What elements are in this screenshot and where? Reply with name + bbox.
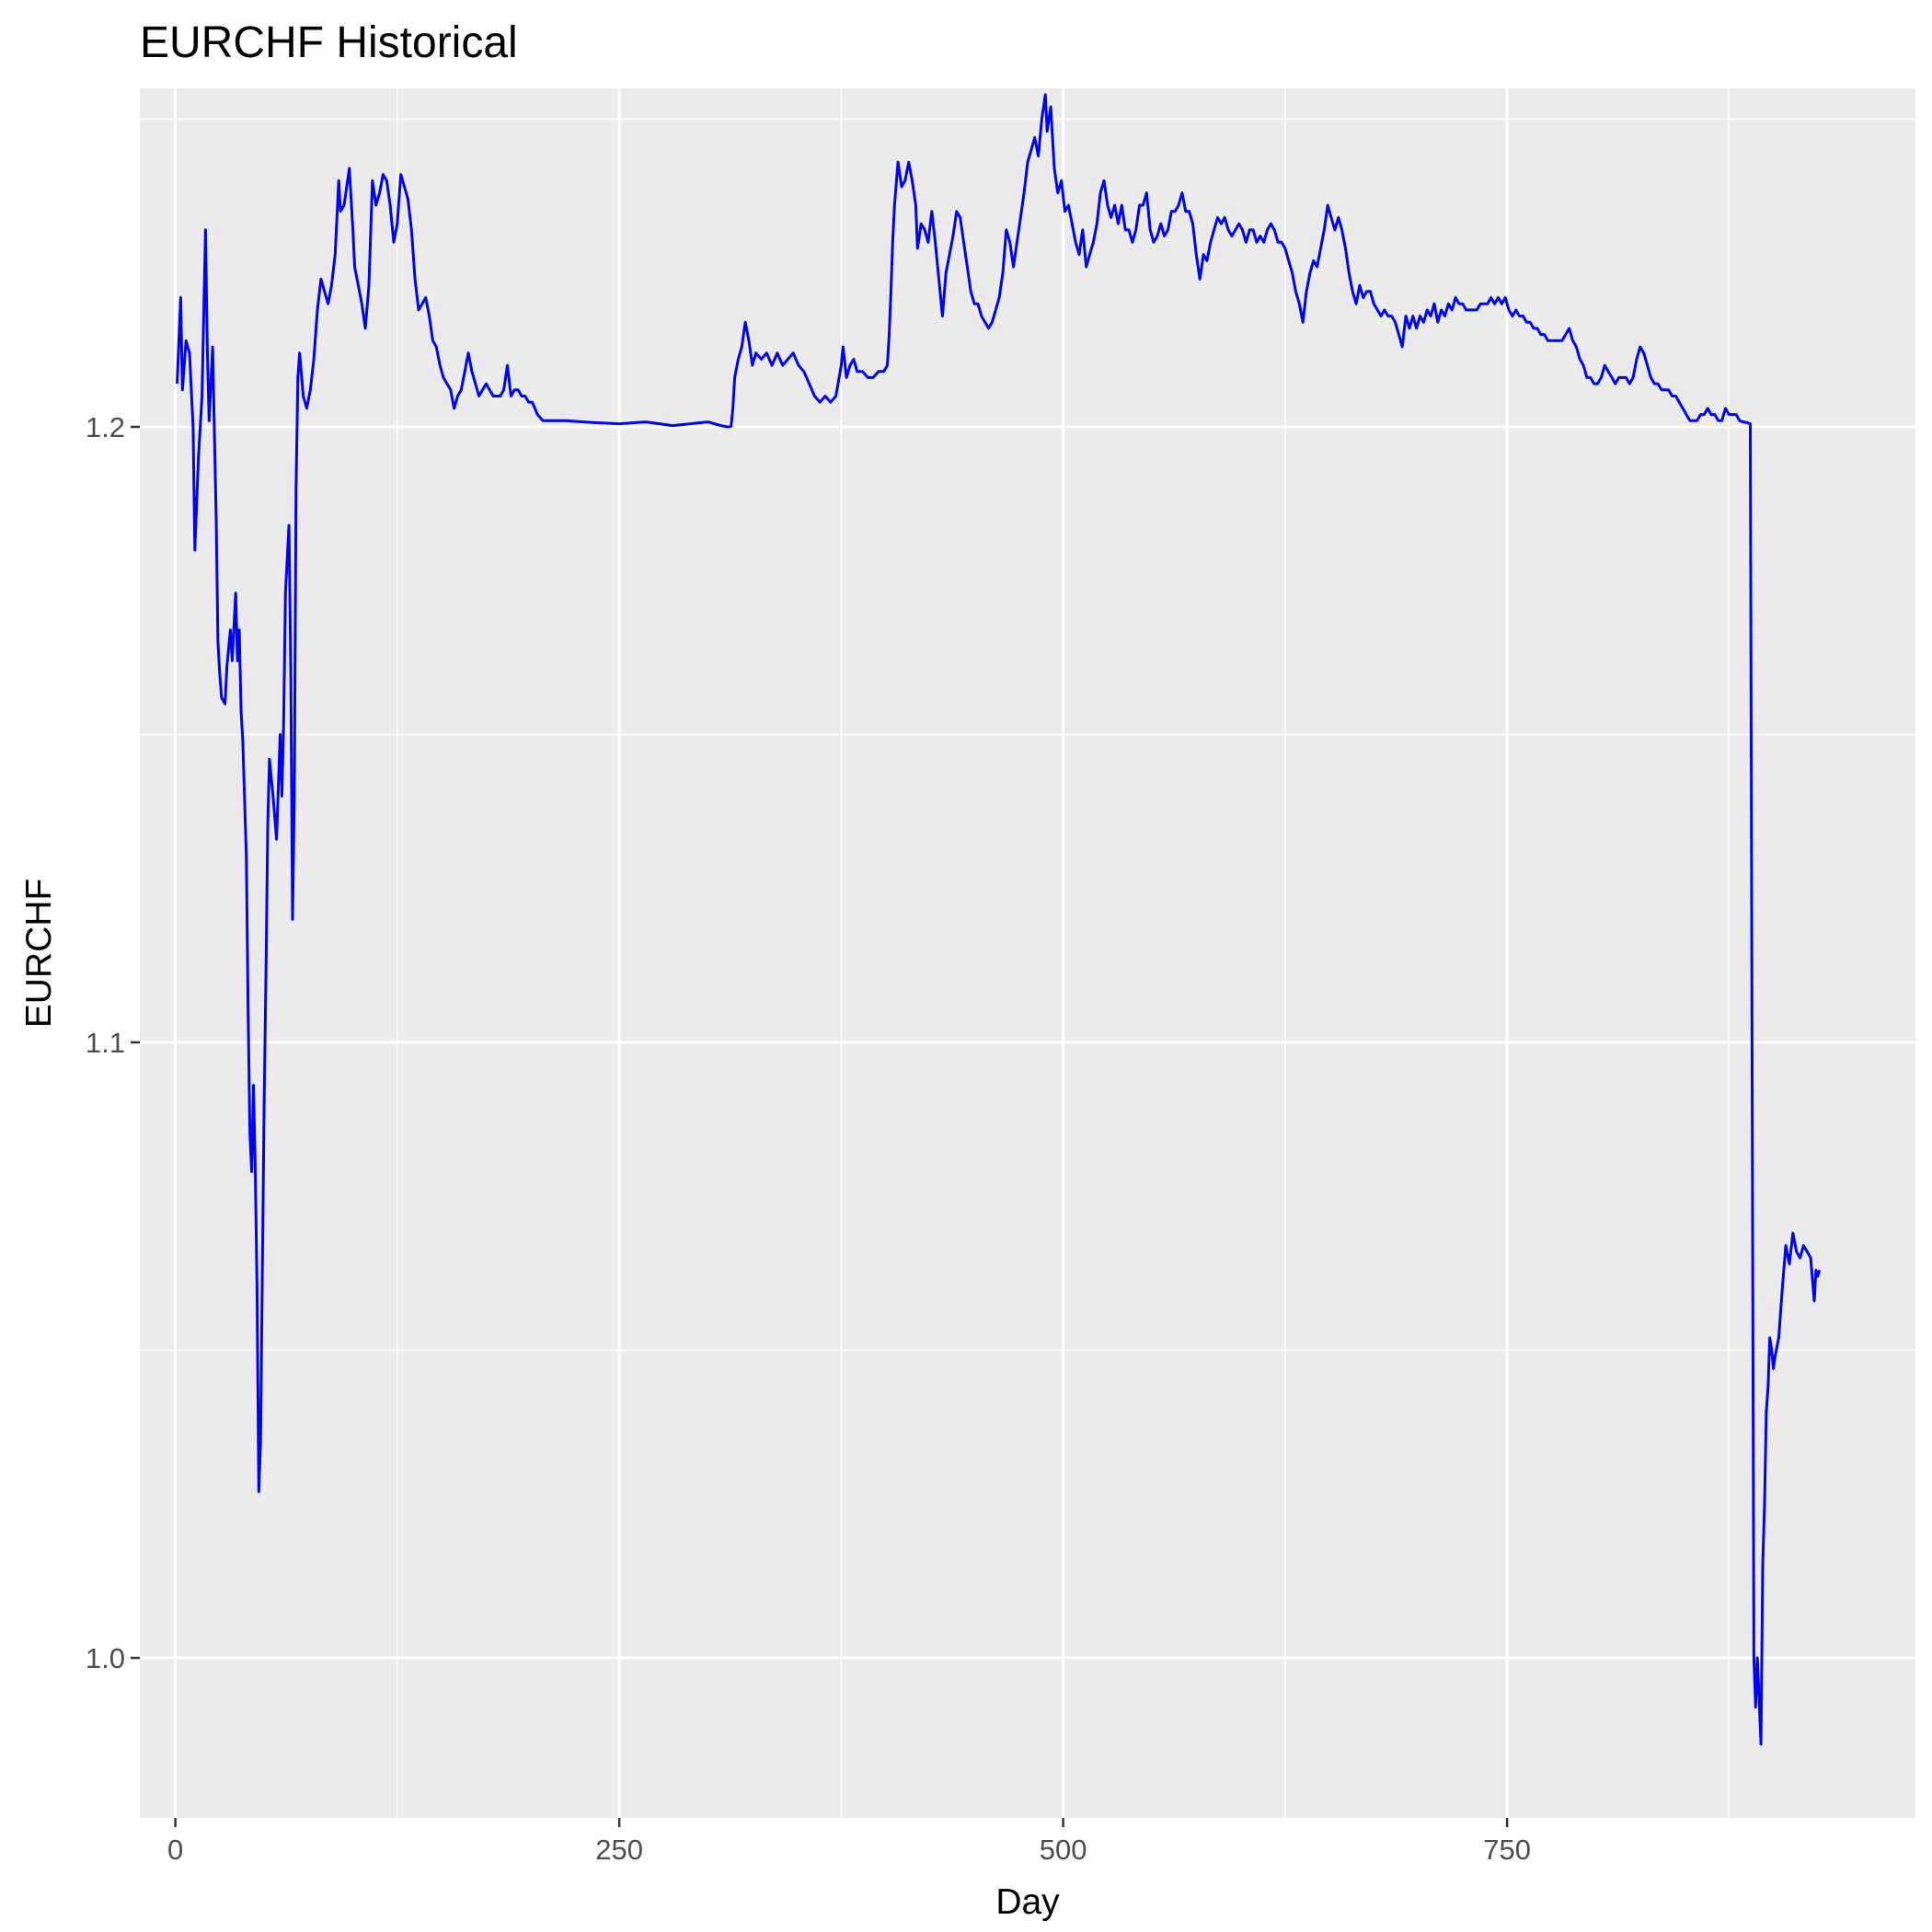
plot-panel [140,88,1915,1818]
y-tick-label: 1.1 [86,1027,125,1059]
y-tick-label: 1.2 [86,411,125,443]
y-axis-title: EURCHF [19,879,59,1029]
chart-title: EURCHF Historical [140,18,518,67]
x-tick-label: 750 [1483,1834,1531,1866]
y-axis: 1.0 1.1 1.2 [86,411,140,1674]
grid-minor-lines [140,88,1915,1818]
x-axis-title: Day [995,1882,1060,1922]
x-tick-label: 0 [167,1834,183,1866]
y-tick-label: 1.0 [86,1642,125,1674]
x-axis: 0 250 500 750 [167,1818,1531,1866]
eurchf-series-line [176,93,1822,1746]
x-tick-label: 250 [595,1834,643,1866]
grid-major-lines [140,88,1915,1818]
x-tick-label: 500 [1040,1834,1087,1866]
